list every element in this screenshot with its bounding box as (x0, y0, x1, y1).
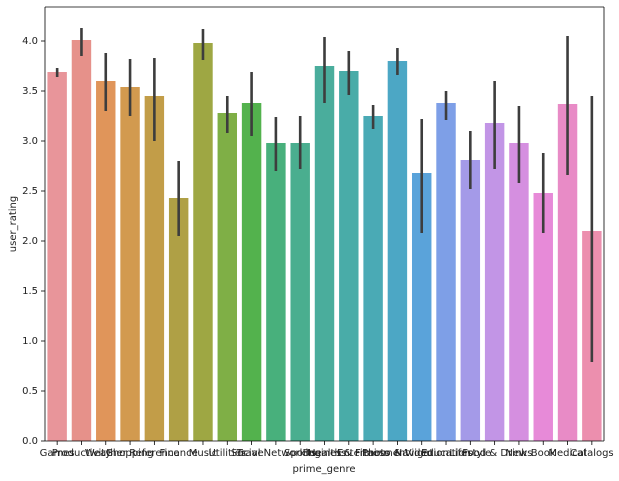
x-tick-label: News (505, 448, 532, 459)
y-axis-label: user_rating (8, 196, 19, 252)
x-tick-label: Health & Fitness (308, 448, 390, 459)
bar (363, 116, 383, 441)
bar (266, 143, 286, 441)
y-tick-label: 4.0 (22, 36, 38, 47)
x-tick-label: Entertainment (337, 448, 409, 459)
bar (120, 87, 140, 441)
bar (168, 198, 189, 441)
bar (557, 104, 578, 441)
bar (339, 71, 359, 441)
x-tick-label: Productivity (52, 448, 111, 459)
bar (533, 193, 553, 441)
x-tick-label: Navigation (395, 448, 449, 459)
x-tick-label: Food & Drink (462, 448, 527, 459)
y-tick-label: 2.5 (22, 186, 38, 197)
x-tick-label: Reference (129, 448, 179, 459)
bar (217, 113, 238, 441)
x-tick-label: Finance (160, 448, 198, 459)
x-tick-label: Games (40, 448, 75, 459)
x-tick-label: Music (189, 448, 217, 459)
bar (96, 81, 116, 441)
bar (47, 72, 67, 441)
bar (460, 160, 481, 441)
bar (144, 96, 165, 441)
x-tick-label: Lifestyle (449, 448, 491, 459)
x-tick-label: Shopping (107, 448, 154, 459)
bar (436, 103, 456, 441)
bar (241, 103, 262, 441)
y-tick-label: 2.0 (22, 236, 38, 247)
y-tick-label: 3.0 (22, 136, 38, 147)
x-tick-label: Utilities (208, 448, 246, 459)
bar (411, 173, 432, 441)
y-tick-label: 1.0 (22, 336, 38, 347)
bar (484, 123, 505, 441)
y-tick-label: 3.5 (22, 86, 38, 97)
bar (290, 143, 310, 441)
bar (71, 40, 92, 441)
x-tick-label: Photo & Video (362, 448, 433, 459)
x-tick-label: Weather (85, 448, 128, 459)
y-tick-label: 1.5 (22, 286, 38, 297)
x-tick-label: Social Networking (231, 448, 321, 459)
x-tick-label: Medical (548, 448, 586, 459)
x-tick-label: Travel (236, 448, 267, 459)
bar (387, 61, 408, 441)
x-tick-label: Business (302, 448, 346, 459)
x-axis-label: prime_genre (292, 464, 355, 475)
bar (193, 43, 213, 441)
y-tick-label: 0.0 (22, 436, 38, 447)
x-tick-label: Education (421, 448, 471, 459)
bar (509, 143, 529, 441)
x-tick-label: Sports (284, 448, 316, 459)
bar (314, 66, 335, 441)
x-tick-label: Book (531, 448, 556, 459)
y-tick-label: 0.5 (22, 386, 38, 397)
x-tick-label: Catalogs (570, 448, 614, 459)
